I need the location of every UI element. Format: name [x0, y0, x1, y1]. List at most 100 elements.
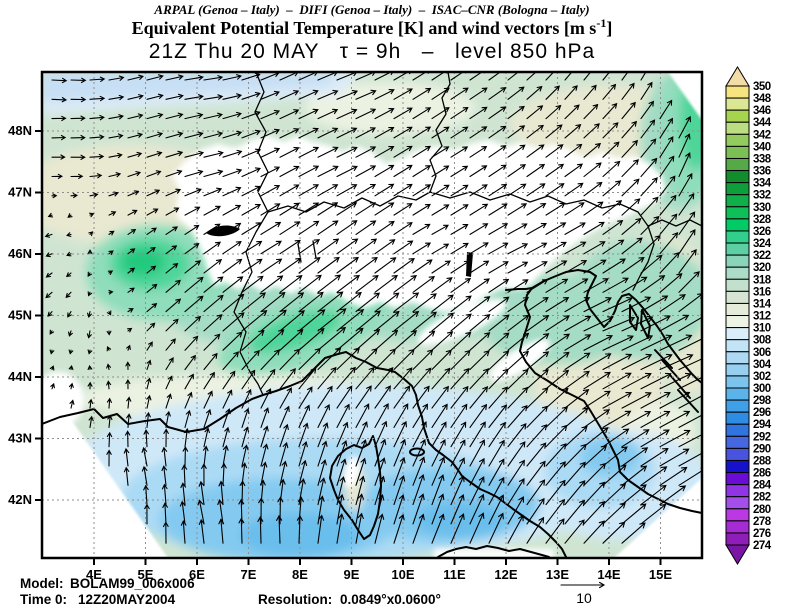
model-label: Model:	[20, 576, 64, 591]
x-tick-label: 4E	[86, 567, 102, 582]
coastlines	[43, 73, 701, 557]
x-tick-label: 13E	[546, 567, 569, 582]
colorbar-cell	[725, 254, 750, 268]
colorbar-cell	[725, 447, 750, 461]
colorbar-label: 294	[753, 419, 772, 431]
colorbar-cell	[725, 411, 750, 425]
colorbar-label: 314	[753, 298, 772, 310]
time-value: 12Z20MAY2004	[78, 592, 176, 607]
border-austria-slovenia	[429, 191, 655, 291]
theta-e-field	[43, 73, 701, 557]
colorbar-cell	[725, 399, 750, 413]
colorbar-label: 318	[753, 274, 772, 286]
colorbar-label: 274	[753, 540, 772, 552]
main-title: Equivalent Potential Temperature [K] and…	[132, 16, 613, 38]
colorbar-cell	[725, 121, 750, 135]
domain-corner-mask	[43, 73, 701, 557]
coast-elba-island	[409, 447, 425, 457]
colorbar-label: 284	[753, 480, 772, 492]
colorbar-label: 304	[753, 359, 772, 371]
colorbar-cell	[725, 278, 750, 292]
colorbar-cell	[725, 496, 750, 510]
colorbar-label: 346	[753, 105, 771, 117]
colorbar-label: 342	[753, 129, 771, 141]
wind-scale-arrow	[560, 581, 606, 589]
time-resolution-line: Time 0: 12Z20MAY2004 Resolution: 0.0849°x0.…	[20, 592, 441, 607]
x-tick-label: 7E	[241, 567, 257, 582]
colorbar-label: 278	[753, 516, 772, 528]
colorbar-label: 302	[753, 371, 771, 383]
colorbar-label: 308	[753, 335, 772, 347]
colorbar-over-arrow	[725, 66, 750, 87]
colorbar-label: 334	[753, 178, 772, 190]
colorbar-cell	[725, 242, 750, 256]
colorbar-label: 322	[753, 250, 771, 262]
x-tick-label: 8E	[292, 567, 308, 582]
credits-line: ARPAL (Genoa – Italy) – DIFI (Genoa – It…	[153, 2, 589, 17]
colorbar-cell	[725, 532, 750, 546]
colorbar-cell	[725, 363, 750, 377]
colorbar-cell	[725, 145, 750, 159]
colorbar-cell	[725, 109, 750, 123]
y-tick-label: 45N	[8, 308, 32, 323]
colorbar-cell	[725, 133, 750, 147]
colorbar-cell	[725, 218, 750, 232]
y-tick-label: 46N	[8, 246, 32, 261]
colorbar-cell	[725, 194, 750, 208]
colorbar-cell	[725, 266, 750, 280]
x-tick-label: 15E	[649, 567, 672, 582]
lake-garda	[466, 252, 473, 277]
colorbar-cell	[725, 387, 750, 401]
colorbar-label: 280	[753, 504, 771, 516]
colorbar-cell	[725, 472, 750, 486]
wind-scale-legend: 10	[560, 581, 606, 606]
colorbar-label: 316	[753, 286, 771, 298]
colorbar-label: 292	[753, 431, 771, 443]
colorbar-cell	[725, 290, 750, 304]
main-title-superscript: -1	[596, 16, 606, 30]
colorbar-label: 282	[753, 492, 771, 504]
colorbar-cell	[725, 351, 750, 365]
colorbar-under-arrow	[725, 544, 750, 566]
colorbar-label: 310	[753, 323, 771, 335]
x-tick-label: 12E	[494, 567, 517, 582]
colorbar-label: 344	[753, 117, 772, 129]
colorbar-cell	[725, 97, 750, 111]
colorbar-label: 296	[753, 407, 771, 419]
colorbar-label: 276	[753, 528, 771, 540]
wind-scale-value: 10	[576, 590, 592, 606]
colorbar-cell	[725, 508, 750, 522]
model-line: Model: BOLAM99_006x006	[20, 576, 195, 591]
y-tick-label: 44N	[8, 369, 32, 384]
colorbar-label: 306	[753, 347, 771, 359]
main-title-text: Equivalent Potential Temperature [K] and…	[132, 18, 597, 38]
colorbar-label: 350	[753, 81, 771, 93]
colorbar-cell	[725, 302, 750, 317]
colorbar-cell	[725, 327, 750, 341]
colorbar-cell	[725, 375, 750, 389]
colorbar-label: 298	[753, 395, 772, 407]
wind-vectors	[44, 73, 701, 544]
colorbar-label: 326	[753, 226, 771, 238]
border-france-italy	[233, 73, 269, 396]
colorbar-label: 336	[753, 166, 771, 178]
coast-sardinia-north	[437, 545, 550, 557]
colorbar-cell	[725, 435, 750, 449]
colorbar-label: 288	[753, 455, 772, 467]
colorbar-cell	[725, 85, 750, 99]
colorbar-label: 320	[753, 262, 771, 274]
time-label: Time 0:	[20, 592, 67, 607]
colorbar-label: 300	[753, 383, 771, 395]
x-tick-label: 14E	[597, 567, 620, 582]
colorbar-cell	[725, 170, 750, 184]
y-tick-label: 42N	[8, 492, 32, 507]
colorbar-label: 338	[753, 153, 772, 165]
border-slovenia-croatia	[647, 219, 701, 227]
x-tick-label: 9E	[344, 567, 360, 582]
colorbar-cell	[725, 459, 750, 474]
colorbar-cell	[725, 182, 750, 196]
valid-time-line: 21Z Thu 20 MAY τ = 9h – level 850 hPa	[149, 40, 595, 63]
resolution-label: Resolution:	[258, 592, 332, 607]
colorbar-cell	[725, 230, 750, 244]
